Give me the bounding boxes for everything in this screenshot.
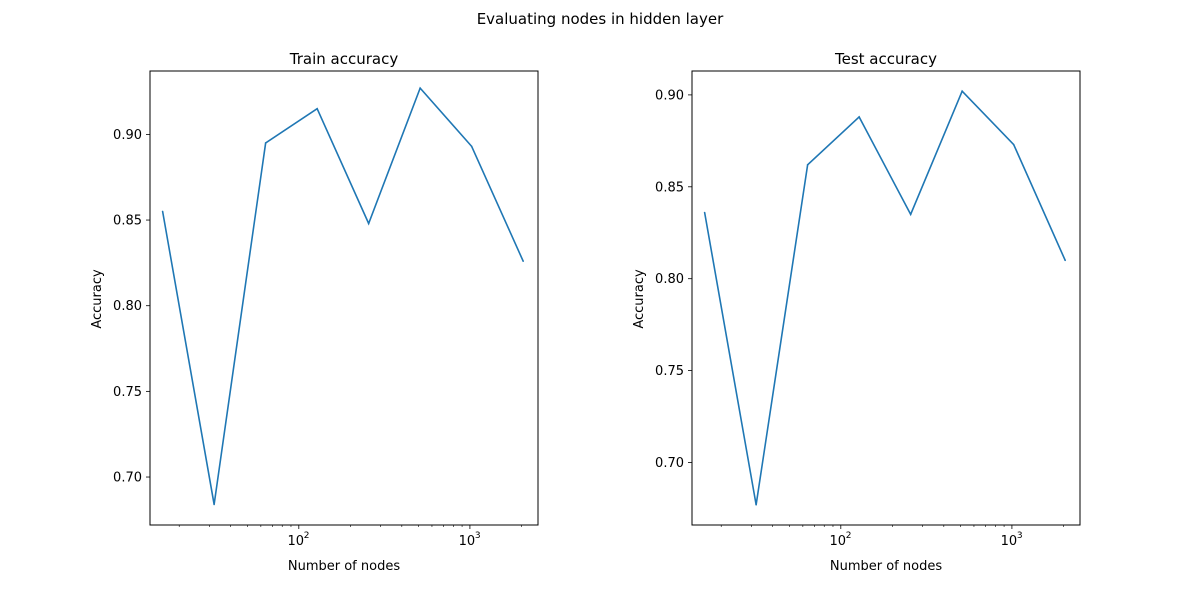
test-y-tick-label: 0.70 <box>655 456 684 471</box>
test-y-tick-label: 0.90 <box>655 88 684 103</box>
train-data-point <box>470 145 473 148</box>
train-plot-area <box>149 70 539 526</box>
test-data-point <box>1012 143 1015 146</box>
test-accuracy-line <box>703 89 1066 505</box>
train-y-tick-label: 0.70 <box>113 471 142 486</box>
train-x-tick-label: 10 <box>459 534 476 549</box>
test-data-point <box>909 213 912 216</box>
test-y-tick-label: 0.80 <box>655 272 684 287</box>
test-x-tick-label: 10 <box>1001 534 1018 549</box>
train-x-tick-exponent: 2 <box>304 531 310 541</box>
train-data-point <box>419 87 421 89</box>
train-data-point <box>367 222 370 225</box>
test-plot-area <box>691 70 1081 526</box>
train-y-tick-label: 0.75 <box>113 385 142 400</box>
train-accuracy-panel: Train accuracy Number of nodes Accuracy … <box>90 50 539 574</box>
train-y-tick-label: 0.90 <box>113 128 142 143</box>
train-y-tick-label: 0.80 <box>113 299 142 314</box>
test-y-axis-label: Accuracy <box>632 269 647 329</box>
train-y-tick-label: 0.85 <box>113 214 142 229</box>
train-x-axis-label: Number of nodes <box>288 559 400 574</box>
train-panel-title: Train accuracy <box>289 50 399 68</box>
train-data-point <box>161 210 164 213</box>
train-data-point <box>264 142 267 144</box>
test-x-axis-label: Number of nodes <box>830 559 942 574</box>
test-accuracy-panel: Test accuracy Number of nodes Accuracy 1… <box>632 50 1081 574</box>
test-x-tick-label: 10 <box>830 534 847 549</box>
train-x-tick-label: 10 <box>288 534 305 549</box>
test-data-point <box>806 163 809 166</box>
test-data-point <box>961 90 963 93</box>
test-data-point <box>858 116 860 118</box>
test-data-point <box>703 211 706 214</box>
test-y-tick-label: 0.75 <box>655 364 684 379</box>
train-data-point <box>213 503 215 506</box>
test-panel-title: Test accuracy <box>834 50 937 68</box>
train-data-point <box>522 260 524 262</box>
train-x-tick-exponent: 3 <box>475 531 481 541</box>
test-data-point <box>1064 259 1066 262</box>
test-x-tick-exponent: 2 <box>846 531 852 541</box>
test-y-tick-label: 0.85 <box>655 180 684 195</box>
train-y-axis-label: Accuracy <box>90 269 105 329</box>
figure-title: Evaluating nodes in hidden layer <box>477 10 724 28</box>
train-data-point <box>316 107 318 110</box>
train-accuracy-line <box>161 86 524 505</box>
test-data-point <box>755 503 757 506</box>
test-x-tick-exponent: 3 <box>1017 531 1023 541</box>
